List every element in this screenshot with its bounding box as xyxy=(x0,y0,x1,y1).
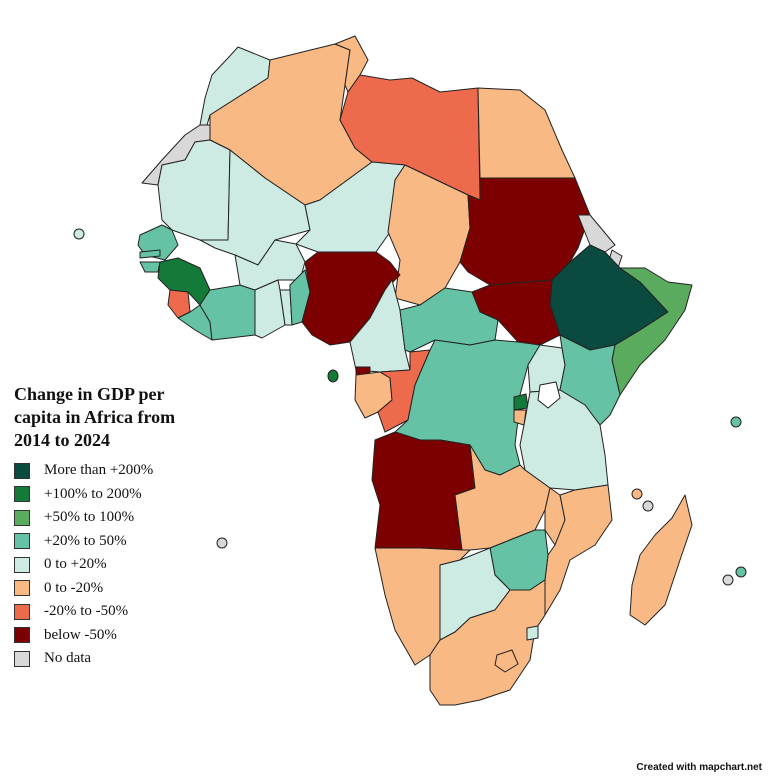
country-somalia xyxy=(611,267,693,396)
country-layer xyxy=(73,35,747,706)
legend-label: +50% to 100% xyxy=(44,509,135,526)
legend-label: No data xyxy=(44,650,92,667)
legend-title: Change in GDP per capita in Africa from … xyxy=(14,384,176,450)
country-eswatini xyxy=(526,625,539,641)
country-eritrea xyxy=(577,214,616,253)
credit-text: Created with mapchart.net xyxy=(636,762,762,773)
legend-item: 0 to +20% xyxy=(14,553,244,577)
legend-item: No data xyxy=(14,647,244,671)
legend-label: More than +200% xyxy=(44,462,154,479)
country-mayotte xyxy=(642,500,654,512)
country-gambia xyxy=(139,249,161,259)
country-seychelles xyxy=(730,416,742,428)
legend-label: -20% to -50% xyxy=(44,603,129,620)
country-burkina-faso xyxy=(234,239,306,291)
legend-swatch xyxy=(14,556,30,573)
legend-swatch xyxy=(14,486,30,503)
legend-label: +100% to 200% xyxy=(44,485,142,502)
lake-victoria xyxy=(537,381,561,409)
country-rwanda xyxy=(513,393,529,411)
country-guinea-bissau xyxy=(139,261,161,273)
country-kenya xyxy=(559,334,621,426)
country-comoros xyxy=(631,488,643,500)
country-madagascar xyxy=(629,494,693,626)
legend-swatch xyxy=(14,462,30,479)
legend-item: below -50% xyxy=(14,624,244,648)
legend-rows: More than +200% +100% to 200% +50% to 100%… xyxy=(14,459,244,671)
legend: Change in GDP per capita in Africa from … xyxy=(14,383,244,671)
country-egypt xyxy=(477,87,576,179)
legend-swatch xyxy=(14,650,30,667)
legend-item: +20% to 50% xyxy=(14,530,244,554)
country-sao-tome-and-principe xyxy=(327,369,339,383)
legend-swatch xyxy=(14,627,30,644)
legend-label: 0 to -20% xyxy=(44,579,104,596)
country-saint-helena xyxy=(216,537,228,549)
country-lesotho xyxy=(494,649,519,673)
legend-item: More than +200% xyxy=(14,459,244,483)
country-cape-verde xyxy=(73,228,85,240)
country-mauritius xyxy=(735,566,747,578)
legend-swatch xyxy=(14,509,30,526)
legend-item: +100% to 200% xyxy=(14,483,244,507)
legend-swatch xyxy=(14,533,30,550)
legend-item: -20% to -50% xyxy=(14,600,244,624)
legend-swatch xyxy=(14,580,30,597)
legend-label: 0 to +20% xyxy=(44,556,107,573)
legend-label: below -50% xyxy=(44,626,117,643)
legend-item: +50% to 100% xyxy=(14,506,244,530)
legend-label: +20% to 50% xyxy=(44,532,127,549)
country-ghana xyxy=(254,279,286,339)
country-niger xyxy=(295,161,406,253)
legend-swatch xyxy=(14,603,30,620)
legend-item: 0 to -20% xyxy=(14,577,244,601)
country-central-african-republic xyxy=(399,287,499,353)
country-reunion xyxy=(722,574,734,586)
